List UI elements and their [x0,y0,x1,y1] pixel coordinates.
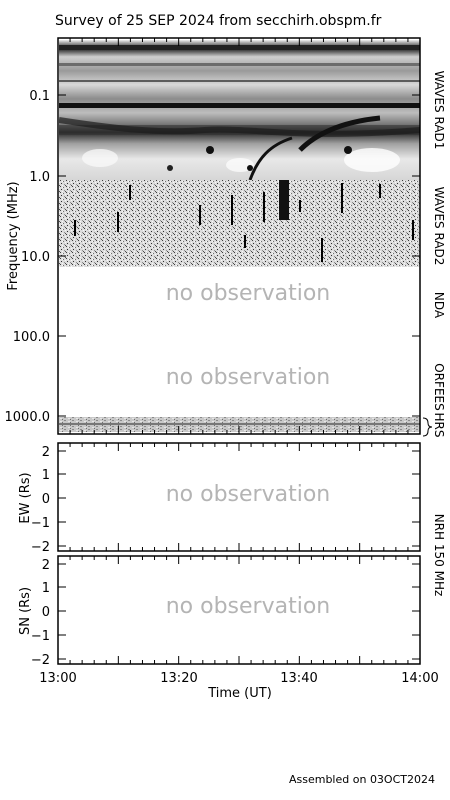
orfees-no-observation: no observation [166,365,331,390]
ytick-0.1: 0.1 [29,89,50,104]
label-orfees: ORFEES [432,363,446,410]
ew-ytick-m1: −1 [31,516,50,531]
sn-panel: no observation 2 1 0 −1 −2 SN (Rs) [18,555,421,668]
ew-panel: no observation 2 1 0 −1 −2 EW (Rs) [18,442,421,555]
sn-ytick-m2: −2 [31,653,50,668]
ew-ytick-0: 0 [42,492,50,507]
rad2-bursts [74,183,414,262]
rad2-spectrum [59,180,420,267]
xtick-1300: 13:00 [39,671,76,686]
y-axis-label: Frequency (MHz) [6,181,21,290]
rad2-type-iii-burst [279,180,289,220]
ytick-1.0: 1.0 [29,170,50,185]
label-hrs: HRS [432,413,446,438]
sn-no-observation: no observation [166,594,331,619]
nda-orfees-empty [59,267,420,417]
sn-ytick-2: 2 [42,558,50,573]
sn-ytick-1: 1 [42,581,50,596]
x-axis-label: Time (UT) [207,686,272,701]
assembled-footer: Assembled on 03OCT2024 [289,773,435,786]
nda-no-observation: no observation [166,281,331,306]
ew-ytick-2: 2 [42,445,50,460]
spectrum-panel: no observation no observation 0.1 1.0 10… [5,37,446,438]
time-ticks [57,38,421,664]
xtick-1400: 14:00 [401,671,438,686]
spectrum-y-ticklabels: 0.1 1.0 10.0 100.0 1000.0 [5,89,51,425]
hrs-brace [422,417,433,437]
xtick-1340: 13:40 [280,671,317,686]
ytick-100.0: 100.0 [13,330,50,345]
rad1-spectrum [59,40,420,180]
sn-ytick-m1: −1 [31,629,50,644]
sn-ytick-0: 0 [42,605,50,620]
label-waves-rad2: WAVES RAD2 [432,187,446,266]
ew-ytick-1: 1 [42,468,50,483]
ew-no-observation: no observation [166,482,331,507]
ew-y-label: EW (Rs) [18,472,33,523]
label-nda: NDA [432,292,446,319]
ew-frame [57,442,421,552]
spectrum-y-ticks [58,94,420,417]
ytick-1000.0: 1000.0 [5,410,51,425]
ew-ytick-m2: −2 [31,540,50,555]
ytick-10.0: 10.0 [21,250,50,265]
xtick-1320: 13:20 [160,671,197,686]
figure-title: Survey of 25 SEP 2024 from secchirh.obsp… [55,13,382,29]
sn-y-label: SN (Rs) [18,587,33,635]
label-nrh-150: NRH 150 MHz [432,514,446,597]
label-waves-rad1: WAVES RAD1 [432,71,446,150]
